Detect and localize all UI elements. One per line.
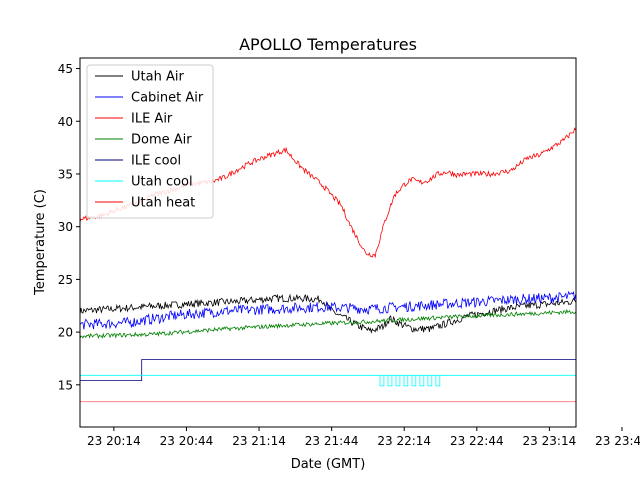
y-tick-label: 35	[58, 167, 73, 181]
x-tick-label: 23 23:44	[595, 434, 640, 448]
y-axis-label: Temperature (C)	[33, 189, 48, 296]
legend: Utah Air Cabinet Air ILE Air Dome Air ILE co…	[86, 64, 214, 219]
chart-title: APOLLO Temperatures	[239, 35, 417, 54]
utah-cool-pulses	[379, 375, 441, 387]
y-tick-label: 40	[58, 115, 73, 129]
legend-box	[86, 64, 214, 219]
legend-entry: Utah cool	[131, 175, 193, 190]
series-line-ile-cool	[80, 359, 576, 381]
x-tick-label: 23 21:44	[305, 434, 359, 448]
legend-entry: ILE Air	[131, 112, 173, 127]
y-axis: 15 20 25 30 35 40 45	[58, 62, 80, 392]
x-tick-label: 23 20:14	[87, 434, 141, 448]
plot-frame	[79, 57, 577, 428]
x-axis: 23 20:14 23 20:44 23 21:14 23 21:44 23 22:14…	[87, 427, 640, 448]
legend-entry: Utah Air	[131, 70, 184, 85]
legend-entry: Cabinet Air	[131, 91, 204, 106]
x-tick-label: 23 20:44	[160, 434, 214, 448]
x-tick-label: 23 22:44	[450, 434, 504, 448]
x-tick-label: 23 23:14	[523, 434, 577, 448]
y-tick-label: 45	[58, 62, 73, 76]
y-tick-label: 30	[58, 220, 73, 234]
series-line-cabinet-air	[80, 290, 576, 330]
legend-entry: Utah heat	[131, 196, 195, 211]
y-tick-label: 15	[58, 378, 73, 392]
x-tick-label: 23 22:14	[377, 434, 431, 448]
series-line-dome-air	[80, 308, 576, 340]
legend-entry: Dome Air	[131, 133, 192, 148]
x-tick-label: 23 21:14	[232, 434, 286, 448]
y-tick-label: 25	[58, 273, 73, 287]
y-tick-label: 20	[58, 326, 73, 340]
x-axis-label: Date (GMT)	[291, 457, 366, 472]
legend-entry: ILE cool	[131, 154, 181, 169]
